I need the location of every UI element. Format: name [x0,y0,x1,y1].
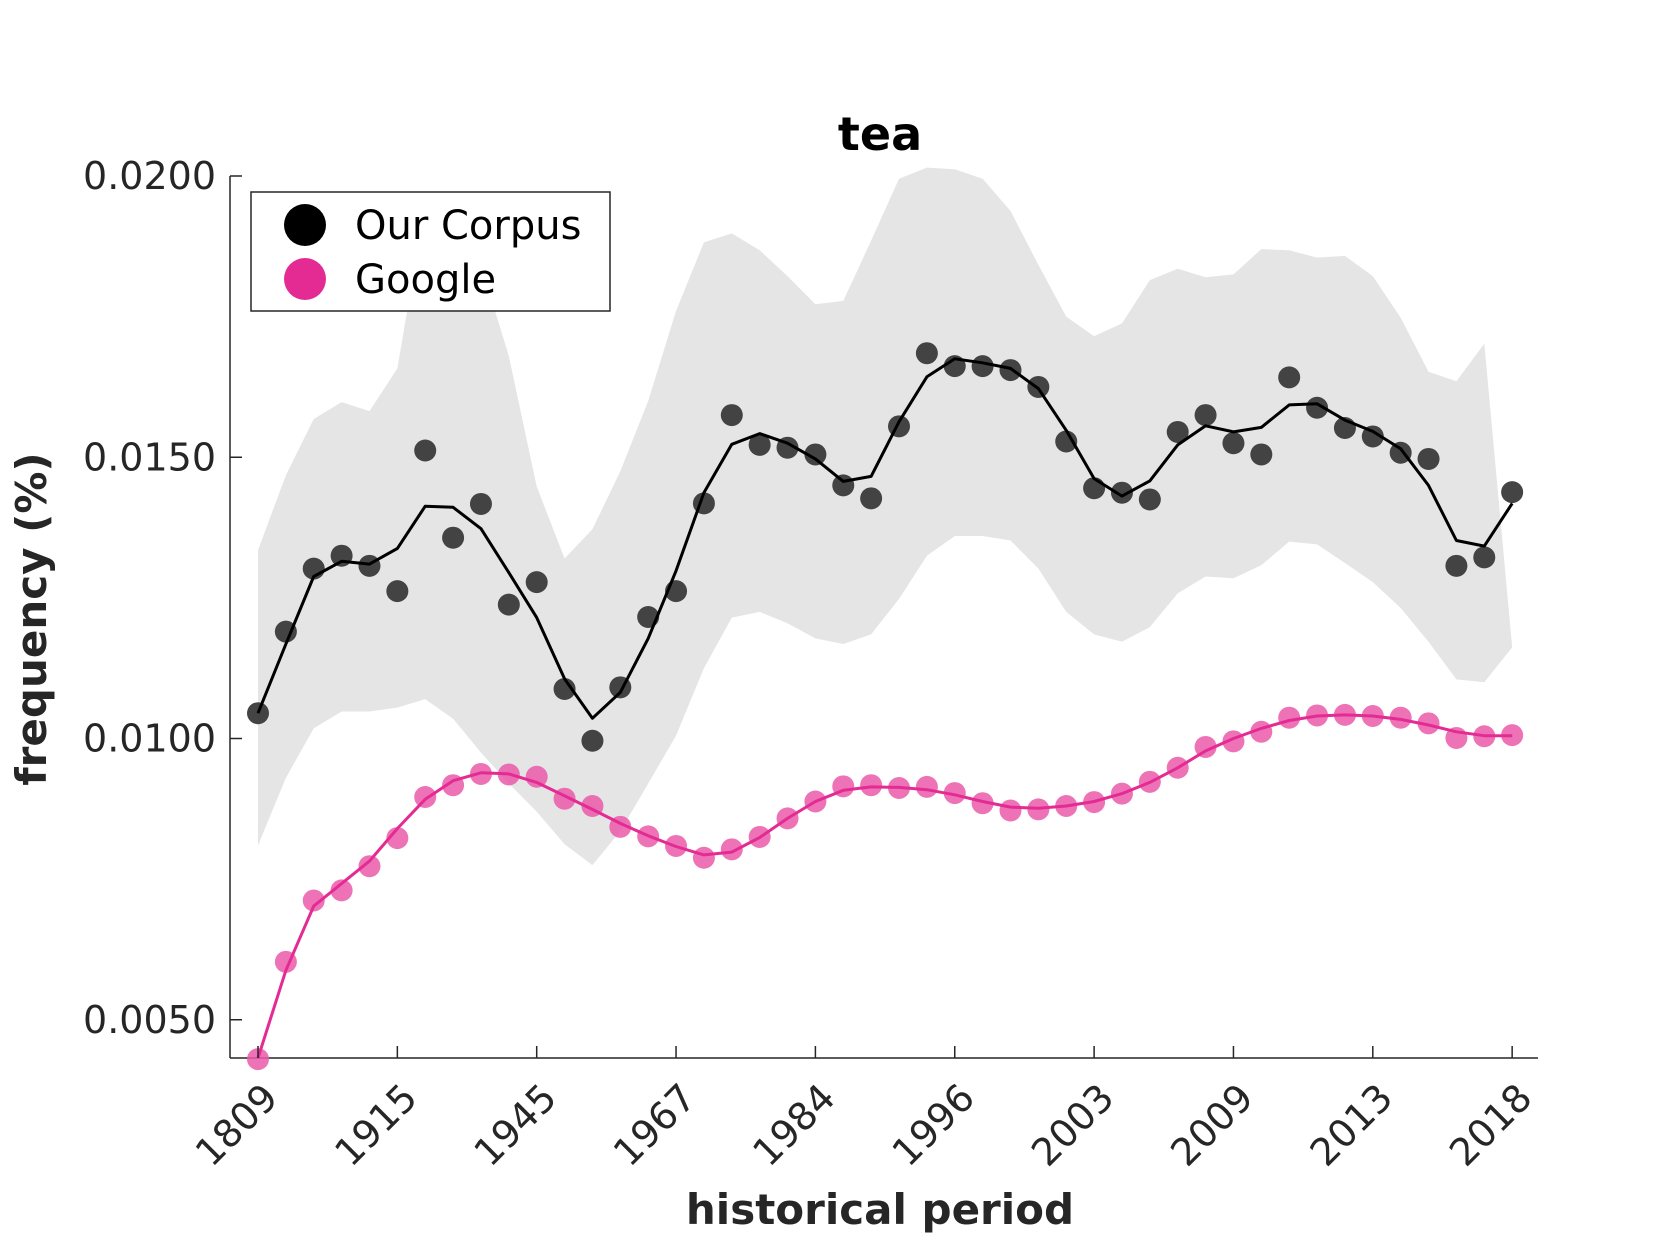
our-corpus-data-point [720,404,743,427]
our-corpus-data-point [1083,477,1106,500]
x-tick-label: 1809 [187,1075,287,1175]
our-corpus-data-point [1417,447,1440,470]
our-corpus-data-point [748,433,771,456]
google-data-point [943,782,966,805]
our-corpus-data-point [1473,546,1496,569]
our-corpus-data-point [469,492,492,515]
our-corpus-data-point [1222,432,1245,455]
our-corpus-data-point [414,439,437,462]
our-corpus-data-point [1501,481,1524,504]
legend: Our Corpus Google [250,191,611,312]
google-data-point [692,846,715,869]
y-tick-label: 0.0050 [83,998,216,1042]
our-corpus-data-point [1138,488,1161,511]
our-corpus-data-point [497,593,520,616]
our-corpus-data-point [1194,404,1217,427]
google-data-point [358,855,381,878]
x-tick-label: 2013 [1302,1075,1402,1175]
our-corpus-data-point [1306,396,1329,419]
chart-title: tea [838,107,922,161]
x-axis-label: historical period [686,1185,1074,1234]
our-corpus-data-point [581,729,604,752]
google-data-point [720,838,743,861]
x-tick-label: 2003 [1023,1075,1123,1175]
legend-label-our-corpus: Our Corpus [355,203,581,249]
our-corpus-data-point [525,571,548,594]
y-tick-label: 0.0100 [83,717,216,761]
our-corpus-data-point [386,580,409,603]
legend-marker-our-corpus [284,204,326,246]
google-data-point [1278,706,1301,729]
google-data-point [971,792,994,815]
legend-marker-google [284,258,326,300]
google-data-point [525,765,548,788]
y-axis-label: frequency (%) [7,452,56,785]
our-corpus-data-point [1445,554,1468,577]
our-corpus-data-point [1278,366,1301,389]
google-data-point [1389,706,1412,729]
our-corpus-data-point [915,342,938,365]
google-data-point [860,774,883,797]
x-tick-label: 2009 [1162,1075,1262,1175]
google-data-point [915,775,938,798]
our-corpus-data-point [274,620,297,643]
x-tick-label: 2018 [1441,1075,1541,1175]
y-tick-label: 0.0150 [83,435,216,479]
our-corpus-data-point [971,355,994,378]
x-tick-label: 1984 [744,1075,844,1175]
google-data-point [999,799,1022,822]
y-tick-label: 0.0200 [83,154,216,198]
google-data-point [247,1048,269,1071]
our-corpus-data-point [553,678,576,700]
our-corpus-data-point [1055,430,1078,453]
our-corpus-data-point [1361,425,1384,448]
x-tick-label: 1915 [326,1075,426,1175]
google-data-point [302,889,325,912]
series-layer [247,342,1524,1071]
google-smoothed-line [256,713,1513,1059]
google-data-point [330,879,353,902]
our-corpus-data-point [860,487,883,510]
google-data-point [414,786,437,808]
axes [229,176,1538,1059]
google-data-point [1194,735,1217,758]
x-tick-label: 1945 [466,1075,566,1175]
our-corpus-smoothed-line [256,357,1514,720]
our-corpus-data-point [1110,481,1133,504]
legend-label-google: Google [355,257,496,303]
x-tick-label: 1996 [884,1075,984,1175]
google-data-point [1417,712,1440,735]
our-corpus-data-point [1166,420,1189,443]
our-corpus-data-point [804,443,827,466]
our-corpus-data-point [442,526,465,549]
our-corpus-data-point [1250,443,1273,466]
our-corpus-data-point [832,474,855,497]
google-data-point [386,827,409,850]
x-tick-label: 1967 [605,1075,705,1175]
